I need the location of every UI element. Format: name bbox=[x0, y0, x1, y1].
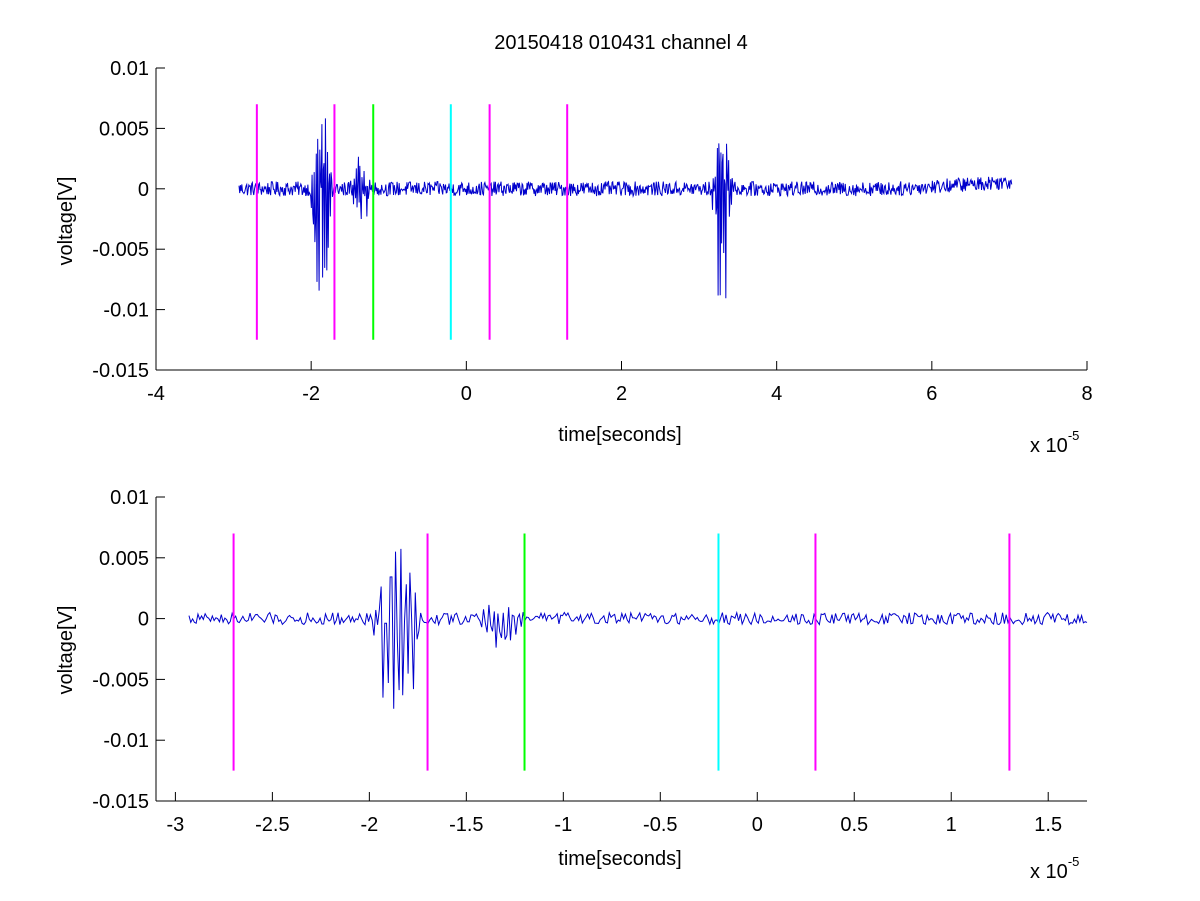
chart-title: 20150418 010431 channel 4 bbox=[494, 32, 748, 54]
top-y-tick-label: 0 bbox=[138, 179, 149, 201]
bottom-x-tick-label: 0.5 bbox=[840, 814, 868, 836]
bottom-x-tick-label: 1.5 bbox=[1034, 814, 1062, 836]
bottom-y-tick-label: -0.015 bbox=[92, 791, 149, 813]
bottom-x-tick-label: -2.5 bbox=[255, 814, 289, 836]
top-y-axis-label: voltage[V] bbox=[55, 177, 77, 266]
bottom-x-exponent-base: x 10 bbox=[1030, 861, 1068, 883]
top-y-tick-label: 0.01 bbox=[110, 58, 149, 80]
bottom-signal-series bbox=[188, 548, 1088, 709]
bottom-x-tick-label: -0.5 bbox=[643, 814, 677, 836]
bottom-x-tick-label: -2 bbox=[360, 814, 378, 836]
bottom-x-tick-label: 0 bbox=[752, 814, 763, 836]
bottom-x-tick-label: -3 bbox=[166, 814, 184, 836]
bottom-x-tick-label: -1 bbox=[554, 814, 572, 836]
top-x-tick-label: 2 bbox=[616, 383, 627, 405]
top-y-tick-label: 0.005 bbox=[99, 118, 149, 140]
top-x-tick-label: -2 bbox=[302, 383, 320, 405]
bottom-x-exponent: x 10-5 bbox=[1030, 854, 1079, 883]
top-x-tick-label: 6 bbox=[926, 383, 937, 405]
bottom-x-exponent-power: -5 bbox=[1068, 854, 1080, 869]
bottom-y-tick-label: 0.005 bbox=[99, 548, 149, 570]
bottom-y-tick-label: -0.01 bbox=[103, 730, 149, 752]
top-x-exponent-power: -5 bbox=[1068, 428, 1080, 443]
bottom-plot: -3 -2.5 -2 -1.5 -1 -0.5 0 0.5 1 1.5 0.01 0.005 0 -0.0… bbox=[92, 487, 1088, 836]
top-y-tick-label: -0.01 bbox=[103, 300, 149, 322]
top-x-tick-label: 4 bbox=[771, 383, 782, 405]
bottom-y-tick-label: -0.005 bbox=[92, 669, 149, 691]
top-y-tick-label: -0.015 bbox=[92, 360, 149, 382]
top-plot: -4 -2 0 2 4 6 8 0.01 0.005 0 -0.005 -0.01 -0.015 bbox=[92, 58, 1092, 405]
top-x-tick-label: 0 bbox=[461, 383, 472, 405]
bottom-y-tick-label: 0 bbox=[138, 609, 149, 631]
bottom-y-tick-label: 0.01 bbox=[110, 487, 149, 509]
top-signal-series bbox=[238, 118, 1013, 299]
bottom-y-axis-label: voltage[V] bbox=[55, 606, 77, 695]
bottom-x-axis-label: time[seconds] bbox=[558, 848, 681, 870]
top-x-axis-label: time[seconds] bbox=[558, 424, 681, 446]
top-x-exponent: x 10-5 bbox=[1030, 428, 1079, 457]
top-x-exponent-base: x 10 bbox=[1030, 435, 1068, 457]
bottom-x-tick-label: -1.5 bbox=[449, 814, 483, 836]
top-x-tick-label: 8 bbox=[1081, 383, 1092, 405]
top-x-tick-label: -4 bbox=[147, 383, 165, 405]
top-y-tick-label: -0.005 bbox=[92, 239, 149, 261]
bottom-x-tick-label: 1 bbox=[946, 814, 957, 836]
